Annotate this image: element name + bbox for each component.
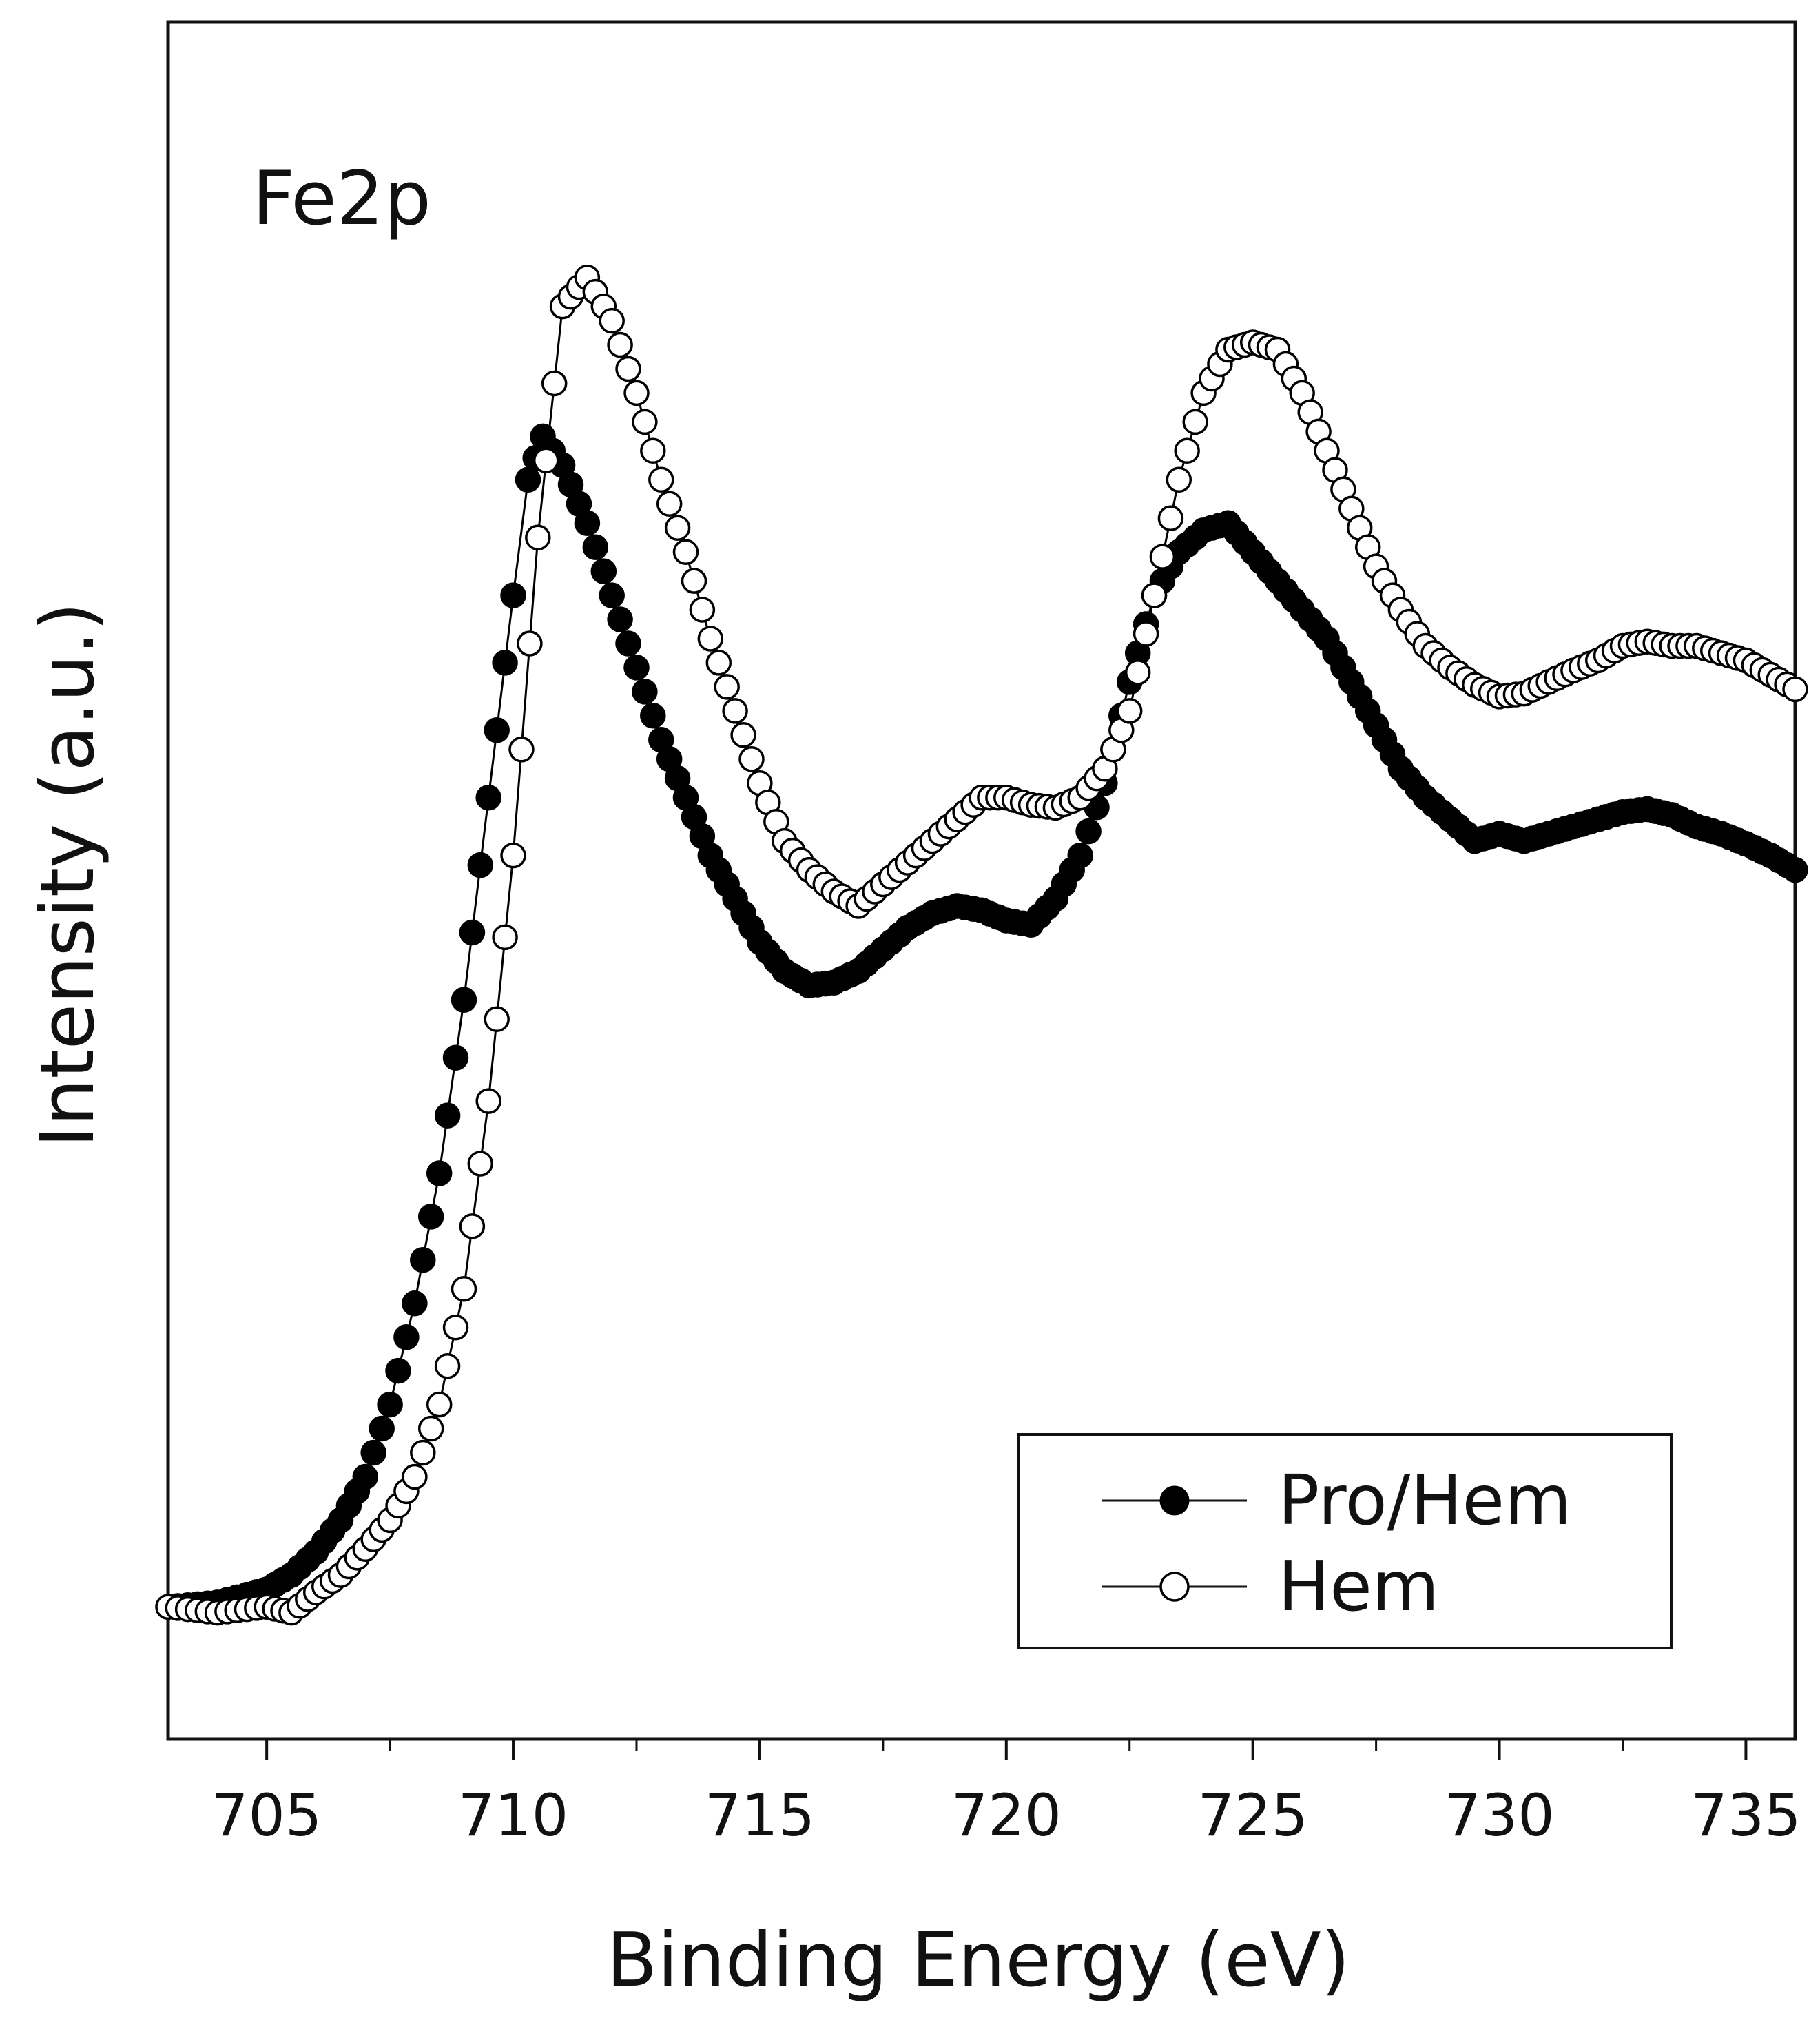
data-point-pro-hem [599,582,625,608]
x-axis: 705 710 715 720 725 730 735 [211,1739,1801,1849]
data-point-hem [500,842,526,869]
x-tick-label: 725 [1197,1782,1307,1849]
data-point-pro-hem [607,606,633,632]
series-layer [155,264,1808,1626]
data-point-pro-hem [640,703,666,729]
legend: Pro/Hem Hem [1017,1433,1673,1649]
data-point-hem [1174,437,1200,464]
data-point-pro-hem [410,1247,436,1273]
data-point-pro-hem [434,1102,461,1129]
data-point-pro-hem [467,852,494,878]
x-tick-label: 720 [951,1782,1062,1849]
data-point-hem [517,630,543,657]
legend-label-hem: Hem [1278,1546,1439,1627]
series-hem [155,264,1808,1626]
data-point-hem [607,331,633,358]
x-tick-label: 735 [1690,1782,1801,1849]
data-point-hem [484,1006,510,1033]
data-point-hem [1141,582,1168,608]
data-point-pro-hem [582,534,609,560]
y-axis-title: Intensity (a.u.) [25,602,111,1148]
data-point-hem [689,597,716,623]
legend-marker-pro-hem [1159,1485,1190,1516]
data-point-hem [697,626,724,652]
data-point-pro-hem [369,1415,395,1442]
data-point-pro-hem [574,510,601,536]
x-tick-label: 710 [458,1782,568,1849]
data-point-hem [426,1391,453,1418]
data-point-pro-hem [360,1439,386,1466]
legend-label-pro-hem: Pro/Hem [1278,1460,1571,1541]
data-point-pro-hem [632,679,658,705]
data-point-pro-hem [475,784,501,811]
data-point-pro-hem [1075,818,1102,845]
data-point-pro-hem [492,650,518,676]
data-point-pro-hem [402,1290,428,1317]
data-point-pro-hem [623,655,650,681]
data-point-hem [1157,505,1184,531]
data-point-hem [1133,621,1159,647]
panel-label: Fe2p [252,156,431,242]
data-point-hem [451,1276,477,1302]
data-point-hem [475,1088,501,1114]
x-axis-title: Binding Energy (eV) [606,1917,1350,2004]
data-point-hem [1149,544,1176,570]
data-point-hem [1782,676,1808,703]
x-tick-label: 705 [211,1782,322,1849]
data-point-hem [623,380,650,406]
data-point-pro-hem [442,1044,469,1071]
data-point-hem [656,491,683,517]
data-point-hem [738,746,765,772]
data-point-hem [434,1352,461,1379]
data-point-pro-hem [590,558,617,584]
data-point-hem [632,409,658,435]
data-point-hem [1116,698,1143,724]
data-point-hem [615,356,641,382]
data-point-hem [459,1213,486,1239]
data-point-hem [1124,659,1151,686]
data-point-pro-hem [352,1463,379,1490]
data-point-hem [599,307,625,334]
data-point-hem [664,515,691,541]
data-point-hem [648,466,674,493]
data-point-pro-hem [459,919,486,946]
data-point-hem [442,1314,469,1341]
data-point-pro-hem [417,1204,444,1230]
data-point-hem [417,1415,444,1442]
data-point-hem [1166,466,1192,493]
data-point-pro-hem [1782,856,1808,883]
data-point-pro-hem [615,630,641,657]
data-point-hem [1182,409,1208,435]
data-point-hem [410,1439,436,1466]
data-point-hem [467,1151,494,1177]
data-point-hem [402,1463,428,1490]
data-point-hem [722,698,748,724]
data-point-pro-hem [1067,842,1093,869]
data-point-hem [532,447,559,474]
legend-marker-hem [1159,1572,1190,1602]
data-point-hem [508,737,535,763]
legend-box [1017,1433,1673,1649]
data-point-hem [640,437,666,464]
data-point-hem [672,539,699,565]
x-tick-label: 715 [705,1782,815,1849]
data-point-pro-hem [515,466,541,493]
data-point-hem [492,924,518,951]
data-point-hem [714,674,740,700]
data-point-pro-hem [393,1324,420,1350]
x-tick-label: 730 [1444,1782,1554,1849]
data-point-pro-hem [500,582,526,608]
data-point-pro-hem [377,1391,403,1418]
data-point-hem [525,524,551,550]
data-point-pro-hem [484,717,510,743]
data-point-pro-hem [426,1160,453,1186]
data-point-hem [730,722,756,748]
data-point-hem [541,370,568,397]
data-point-pro-hem [451,987,477,1013]
data-point-hem [705,650,732,676]
data-point-hem [681,568,707,594]
data-point-pro-hem [385,1357,411,1384]
